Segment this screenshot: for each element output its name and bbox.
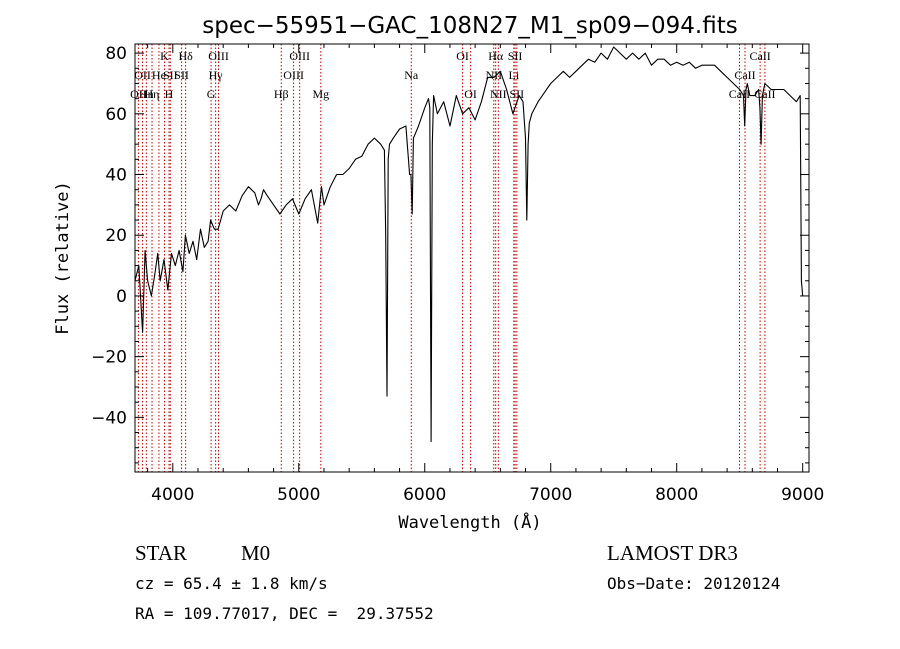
- x-tick-label: 8000: [655, 485, 698, 505]
- line-marker-label: Hβ: [274, 87, 289, 101]
- line-marker-label: OI: [464, 87, 477, 101]
- x-tick-label: 9000: [781, 485, 824, 505]
- y-tick-label: 20: [105, 226, 127, 246]
- line-marker-label: OIII: [289, 49, 310, 63]
- line-marker-label: Hγ: [209, 68, 224, 82]
- line-marker-label: SII: [508, 49, 523, 63]
- x-axis-label: Wavelength (Å): [398, 511, 541, 533]
- line-marker-label: CaII: [749, 49, 770, 63]
- line-marker-label: Na: [404, 68, 419, 82]
- line-marker-label: SII: [174, 68, 189, 82]
- redshift-value: cz = 65.4 ± 1.8 km/s: [135, 574, 328, 593]
- x-tick-label: 4000: [151, 485, 194, 505]
- x-tick-label: 7000: [529, 485, 572, 505]
- line-marker-label: SII: [163, 68, 178, 82]
- object-subclass: M0: [241, 541, 270, 565]
- y-tick-label: 60: [105, 105, 127, 125]
- line-marker-label: SII: [510, 87, 525, 101]
- line-marker-label: Hδ: [178, 49, 193, 63]
- survey-label: LAMOST DR3: [607, 541, 738, 565]
- line-marker-label: Hn: [139, 87, 154, 101]
- line-marker-labels: OIIOIIHnHηHeKHSIIHδSIIGHγOIIIHβOIIIOIIIM…: [130, 49, 776, 101]
- object-class: STAR: [135, 541, 187, 565]
- line-marker-label: NII: [485, 68, 502, 82]
- spectrum-line: [134, 46, 804, 443]
- line-marker-label: OIII: [283, 68, 304, 82]
- y-tick-label: 80: [105, 44, 127, 64]
- line-marker-label: Hα: [488, 49, 504, 63]
- y-tick-label: 0: [116, 287, 127, 307]
- x-tick-label: 6000: [403, 485, 446, 505]
- plot-frame: [134, 43, 810, 473]
- line-marker-label: G: [207, 87, 216, 101]
- y-tick-label: 40: [105, 166, 127, 186]
- line-marker-label: OII: [130, 87, 147, 101]
- line-marker-label: NII: [490, 87, 507, 101]
- x-axis-ticks: 4000 5000 6000 7000 8000 9000: [147, 44, 824, 505]
- line-marker-label: Hη: [145, 87, 160, 101]
- line-marker-label: H: [165, 87, 174, 101]
- obs-date: Obs−Date: 20120124: [607, 574, 780, 593]
- y-axis-label: Flux (relative): [53, 181, 73, 335]
- line-marker-label: OII: [134, 68, 151, 82]
- chart-title: spec−55951−GAC_108N27_M1_sp09−094.fits: [202, 13, 737, 39]
- line-marker-label: CaII: [729, 87, 750, 101]
- y-tick-label: −20: [91, 348, 127, 368]
- line-marker-label: OIII: [208, 49, 229, 63]
- y-tick-label: −40: [91, 408, 127, 428]
- line-marker-label: He: [152, 68, 166, 82]
- line-marker-label: OI: [456, 49, 469, 63]
- line-marker-label: K: [160, 49, 169, 63]
- spectrum-series: [134, 46, 804, 443]
- coordinates: RA = 109.77017, DEC = 29.37552: [135, 604, 434, 623]
- y-axis-ticks: −40 −20 0 20 40 60 80: [91, 44, 809, 464]
- line-marker-label: Li: [508, 68, 519, 82]
- x-tick-label: 5000: [277, 485, 320, 505]
- line-marker-label: Mg: [312, 87, 329, 101]
- line-markers: [137, 44, 766, 472]
- line-marker-label: CaII: [734, 68, 755, 82]
